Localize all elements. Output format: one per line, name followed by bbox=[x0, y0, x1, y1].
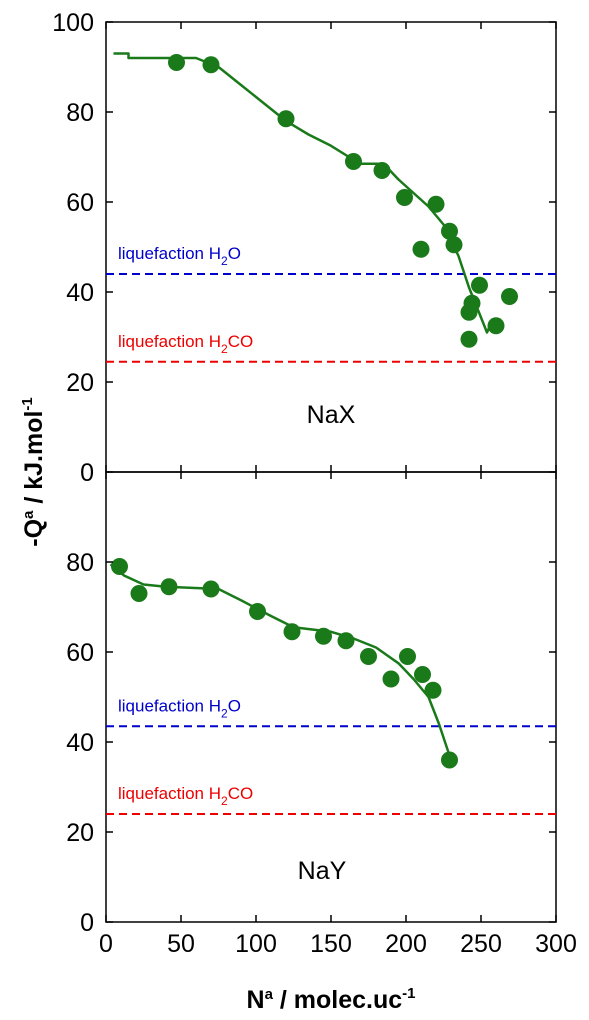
nay-y-tick-label: 60 bbox=[66, 639, 94, 667]
nay-data-point-11 bbox=[414, 666, 431, 683]
nax-data-point-5 bbox=[396, 189, 413, 206]
nay-fit-curve bbox=[109, 563, 454, 765]
y-axis-title-exp: -1 bbox=[19, 397, 36, 410]
nay-data-point-5 bbox=[283, 623, 301, 641]
nax-data-point-1 bbox=[202, 56, 220, 74]
nax-panel-label: NaX bbox=[307, 401, 356, 429]
nax-y-tick-label: 20 bbox=[66, 369, 94, 397]
nay-y-tick-label: 0 bbox=[80, 909, 94, 937]
y-axis-title-rest: / kJ.mol bbox=[20, 411, 48, 511]
x-tick-label: 200 bbox=[385, 930, 427, 958]
nax-data-point-2 bbox=[277, 110, 295, 128]
nay-formaldehyde-label-pre: liquefaction H bbox=[118, 784, 221, 803]
nay-data-point-0 bbox=[111, 558, 128, 575]
nax-formaldehyde-label-sub: 2 bbox=[221, 342, 228, 356]
nay-data-point-8 bbox=[360, 648, 377, 665]
nay-data-point-3 bbox=[202, 580, 220, 598]
x-axis-title-exp: -1 bbox=[402, 985, 415, 1002]
nay-y-tick-label: 80 bbox=[66, 549, 94, 577]
nay-formaldehyde-label-post: CO bbox=[228, 784, 254, 803]
x-axis-title-main: N bbox=[247, 986, 265, 1014]
x-tick-label: 150 bbox=[310, 930, 352, 958]
nay-data-point-12 bbox=[424, 681, 442, 699]
y-axis-title: -Qa / kJ.mol-1 bbox=[19, 397, 48, 547]
nax-data-point-7 bbox=[427, 195, 445, 213]
nax-y-tick-label: 40 bbox=[66, 279, 94, 307]
nay-panel-label: NaY bbox=[298, 857, 347, 885]
nax-data-point-6 bbox=[412, 240, 430, 258]
nax-y-tick-label: 0 bbox=[80, 459, 94, 487]
nay-data-point-10 bbox=[399, 648, 416, 665]
nay-water-label-pre: liquefaction H bbox=[118, 696, 221, 715]
nax-y-tick-label: 100 bbox=[52, 9, 94, 37]
nax-data-point-4 bbox=[373, 162, 391, 179]
nay-water-label-post: O bbox=[228, 696, 241, 715]
x-tick-label: 100 bbox=[235, 930, 277, 958]
nay-data-point-6 bbox=[315, 627, 332, 645]
nax-data-point-8 bbox=[441, 222, 458, 240]
nay-water-label-sub: 2 bbox=[221, 706, 228, 720]
y-axis-title-main: -Q bbox=[20, 519, 48, 547]
nay-data-point-7 bbox=[337, 632, 355, 650]
nax-fit-curve bbox=[113, 52, 495, 334]
nay-data-point-4 bbox=[249, 603, 266, 620]
x-tick-label: 0 bbox=[99, 930, 113, 958]
nax-data-point-11 bbox=[460, 303, 478, 321]
y-axis-title-sup: a bbox=[20, 510, 37, 519]
nax-water-label-post: O bbox=[228, 244, 241, 263]
nax-data-point-9 bbox=[445, 236, 463, 254]
nax-water-liquefaction-label: liquefaction H2O bbox=[118, 244, 241, 268]
nax-data-point-13 bbox=[460, 330, 478, 348]
x-tick-label: 300 bbox=[535, 930, 577, 958]
nax-formaldehyde-liquefaction-label: liquefaction H2CO bbox=[118, 332, 253, 356]
nax-data-point-12 bbox=[471, 276, 488, 294]
nax-data-point-0 bbox=[168, 54, 185, 71]
x-axis-title: Na / molec.uc-1 bbox=[247, 985, 416, 1014]
nax-y-tick-label: 60 bbox=[66, 189, 94, 217]
nax-data-point-3 bbox=[345, 153, 362, 170]
nay-y-tick-label: 40 bbox=[66, 729, 94, 757]
nay-y-tick-label: 20 bbox=[66, 819, 94, 847]
nay-formaldehyde-liquefaction-label: liquefaction H2CO bbox=[118, 784, 253, 808]
nax-water-label-sub: 2 bbox=[221, 254, 228, 268]
nay-data-point-1 bbox=[130, 585, 148, 602]
nax-water-label-pre: liquefaction H bbox=[118, 244, 221, 263]
nax-formaldehyde-label-post: CO bbox=[228, 332, 254, 351]
nax-formaldehyde-label-pre: liquefaction H bbox=[118, 332, 221, 351]
nay-data-point-13 bbox=[441, 751, 458, 769]
nay-data-point-2 bbox=[160, 578, 178, 596]
nay-formaldehyde-label-sub: 2 bbox=[221, 794, 228, 808]
x-axis-title-sup: a bbox=[265, 986, 274, 1003]
nax-y-tick-label: 80 bbox=[66, 99, 94, 127]
x-tick-label: 50 bbox=[167, 930, 195, 958]
nay-water-liquefaction-label: liquefaction H2O bbox=[118, 696, 241, 720]
nax-data-point-15 bbox=[501, 288, 518, 305]
nay-data-point-9 bbox=[382, 670, 400, 688]
nax-data-point-14 bbox=[487, 317, 505, 335]
x-tick-label: 250 bbox=[460, 930, 502, 958]
x-axis-title-rest: / molec.uc bbox=[273, 986, 402, 1014]
